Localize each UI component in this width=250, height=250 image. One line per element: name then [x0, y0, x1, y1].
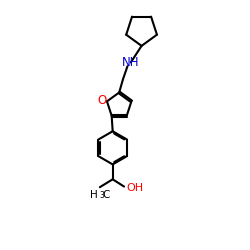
Text: OH: OH: [126, 182, 143, 192]
Text: O: O: [98, 94, 107, 107]
Text: 3: 3: [100, 191, 104, 200]
Text: NH: NH: [122, 56, 139, 69]
Text: C: C: [102, 190, 110, 200]
Text: H: H: [90, 190, 97, 200]
